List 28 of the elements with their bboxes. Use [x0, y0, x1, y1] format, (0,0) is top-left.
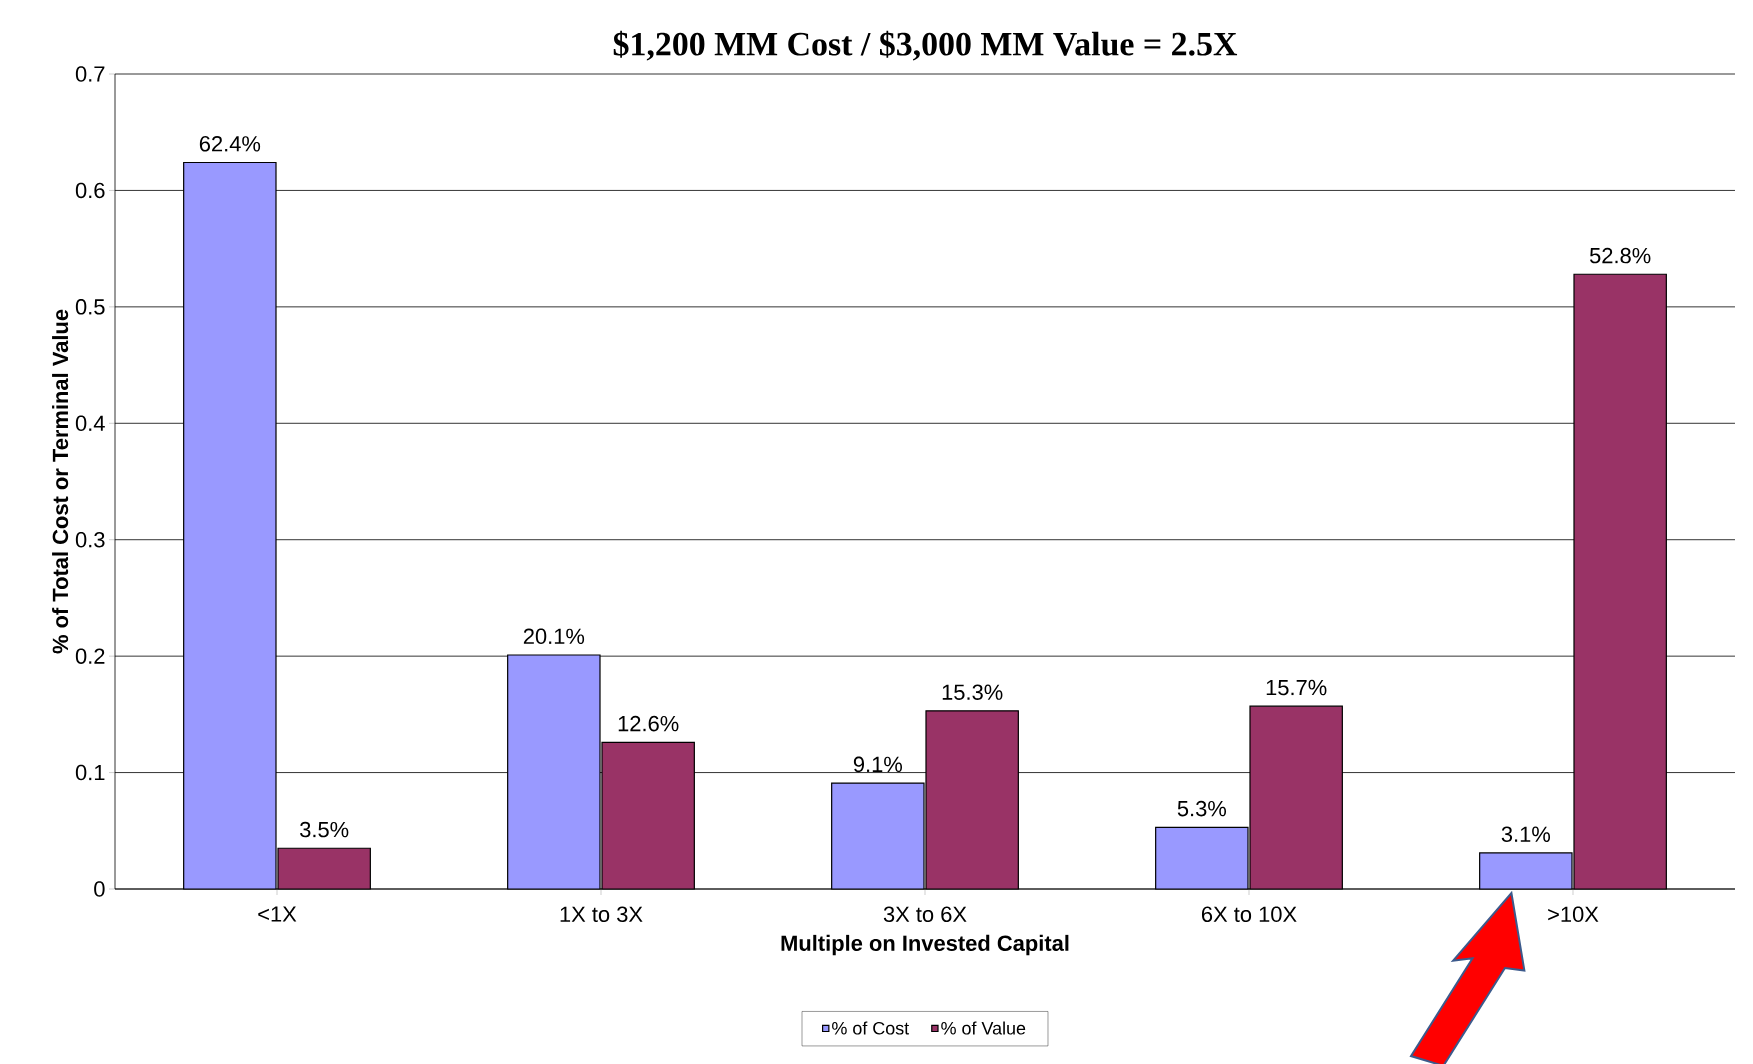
chart-title: $1,200 MM Cost / $3,000 MM Value = 2.5X [613, 30, 1238, 61]
data-label: 62.4% [199, 136, 261, 152]
x-tick-label: 1X to 3X [560, 906, 643, 923]
y-tick-label: 0.5 [75, 299, 105, 315]
data-label: 9.1% [853, 756, 903, 773]
x-tick-label: >10X [1548, 906, 1599, 923]
data-label: 15.7% [1266, 679, 1327, 696]
y-tick-label: 0.3 [75, 531, 105, 548]
data-label: 3.1% [1501, 826, 1551, 842]
legend-label: % of Value [941, 1021, 1026, 1035]
y-axis-title: % of Total Cost or Terminal Value [52, 309, 69, 654]
x-tick-label: 6X to 10X [1201, 906, 1297, 923]
data-label: 15.3% [942, 684, 1003, 700]
y-tick-label: 0.7 [75, 66, 105, 82]
data-label: 20.1% [523, 628, 585, 645]
x-tick-label: <1X [258, 906, 297, 922]
y-tick-label: 0.2 [75, 648, 105, 664]
y-tick-label: 0.6 [75, 182, 105, 199]
data-label: 12.6% [618, 715, 679, 732]
legend-label: % of Cost [832, 1021, 910, 1035]
x-tick-label: 3X to 6X [883, 906, 967, 923]
data-label: 52.8% [1589, 247, 1651, 264]
data-label: 3.5% [300, 821, 349, 838]
y-tick-label: 0 [94, 881, 105, 897]
y-tick-label: 0.4 [75, 415, 105, 432]
data-label: 5.3% [1177, 800, 1227, 817]
y-tick-label: 0.1 [75, 764, 105, 781]
x-axis-title: Multiple on Invested Capital [781, 934, 1069, 956]
